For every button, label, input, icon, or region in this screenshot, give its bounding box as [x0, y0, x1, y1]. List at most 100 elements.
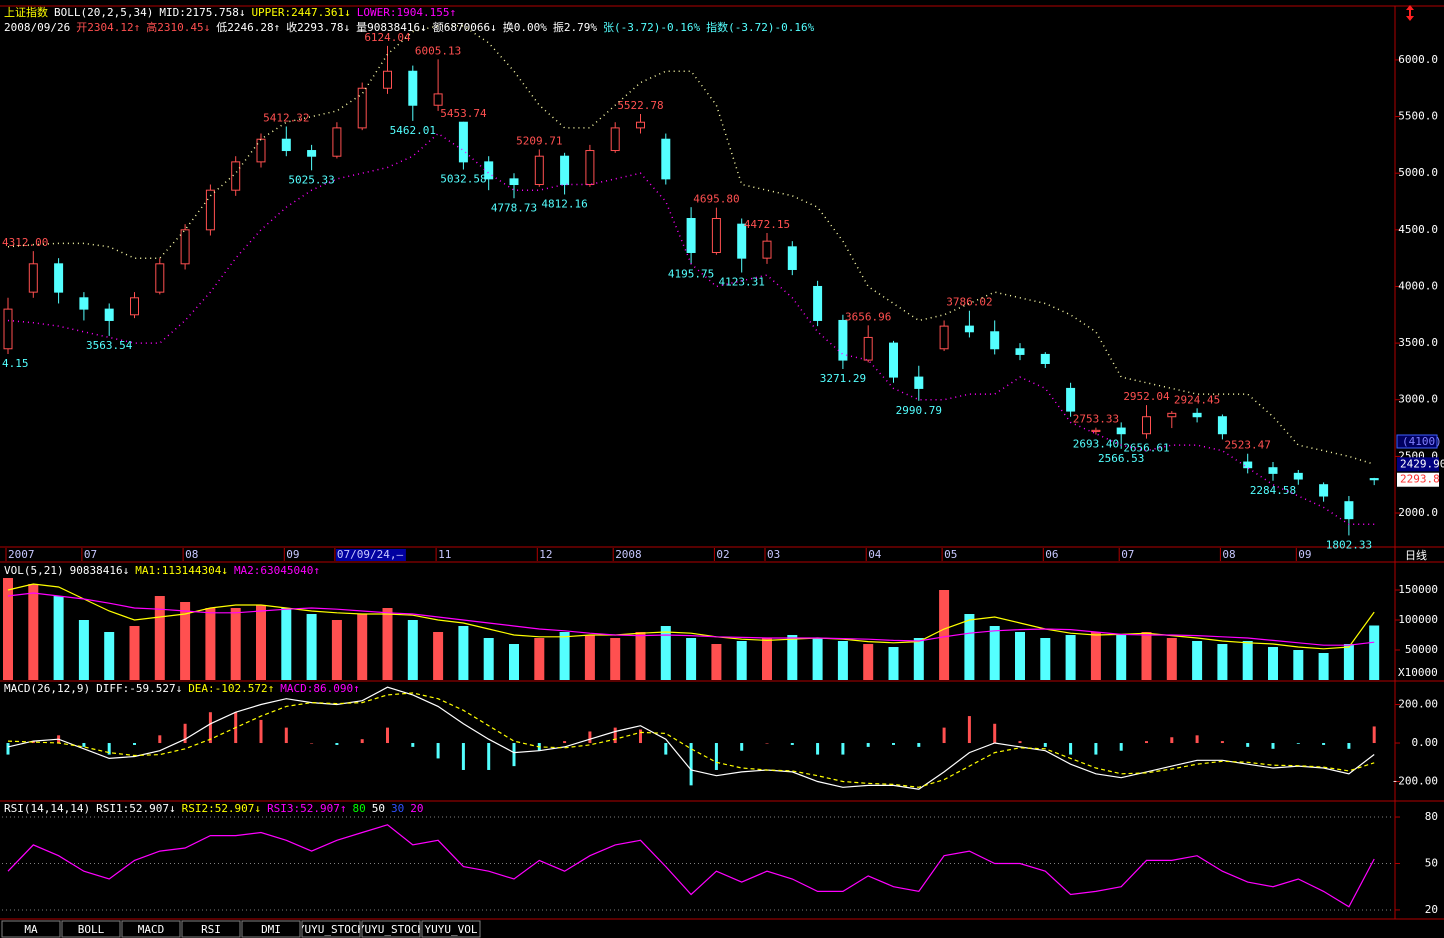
panel-header: VOL(5,21) 90838416↓ MA1:113144304↓ MA2:6304…: [4, 564, 320, 577]
tab-label: RSI: [201, 923, 221, 936]
bar: [689, 743, 693, 786]
candle-body: [939, 325, 949, 350]
bar: [816, 743, 820, 755]
bar: [1065, 635, 1076, 680]
tab-box: [361, 920, 421, 938]
x-tick-label: 07/09/24,—: [337, 548, 404, 561]
bar: [736, 641, 747, 680]
bar: [892, 743, 895, 745]
bar: [78, 620, 89, 680]
bar: [714, 743, 718, 770]
tab[interactable]: DMI: [241, 920, 301, 938]
bar: [208, 712, 212, 744]
header-item: MACD:86.090↑: [280, 682, 359, 695]
indicator-line: [7, 592, 1375, 646]
price-annotation: 4778.73: [491, 201, 537, 214]
tab[interactable]: RSI: [181, 920, 241, 938]
candle-body: [509, 178, 519, 186]
price-annotation: 5032.58: [440, 173, 486, 186]
panel-header: 2008/09/26 开2304.12↑ 高2310.45↓ 低2246.28↑ 收22…: [4, 20, 815, 34]
bar: [1192, 641, 1203, 680]
tab[interactable]: MA: [1, 920, 61, 938]
bar: [1090, 632, 1101, 680]
candle-body: [332, 127, 342, 157]
bar: [411, 743, 415, 747]
candle-body: [1116, 427, 1126, 435]
tab[interactable]: YUYU_STOCK: [358, 920, 425, 938]
bar: [1069, 743, 1073, 755]
header-item: 收2293.78↓: [286, 20, 350, 34]
price-annotation: 2523.47: [1225, 439, 1271, 452]
y-tick-label: 4500.0: [1398, 223, 1438, 236]
candle-body: [964, 325, 974, 333]
candle-body: [28, 263, 38, 293]
x-tick-label: 08: [185, 548, 198, 561]
candle-body: [1091, 429, 1101, 432]
x-tick-label: 2008: [615, 548, 642, 561]
x-tick-label: 08: [1222, 548, 1235, 561]
header-item: 振2.79%: [553, 20, 597, 34]
price-annotation: 2990.79: [896, 404, 942, 417]
bar: [335, 743, 339, 745]
bar: [461, 743, 465, 770]
tab[interactable]: YUYU_STOCK: [298, 920, 365, 938]
x-tick-label: 02: [716, 548, 729, 561]
right-value-label: 2293.8: [1400, 473, 1440, 486]
header-item: DIFF:-59.527↓: [96, 682, 182, 695]
bar: [82, 743, 86, 747]
bar: [863, 644, 874, 680]
panel-header: 上证指数 BOLL(20,2,5,34) MID:2175.758↓ UPPER:24…: [4, 5, 456, 19]
bar: [967, 716, 971, 744]
bar: [6, 743, 10, 755]
header-item: 开2304.12↑: [76, 21, 140, 34]
price-annotation: 5209.71: [516, 134, 562, 147]
x-tick-label: 11: [438, 548, 451, 561]
price-annotation: 3563.54: [86, 339, 133, 352]
price-annotation: 2952.04: [1123, 390, 1170, 403]
y-tick-label: 5000.0: [1398, 166, 1438, 179]
tab[interactable]: BOLL: [61, 920, 121, 938]
tab-box: [1, 920, 61, 938]
candle-body: [610, 127, 620, 152]
price-annotation: 5462.01: [390, 124, 436, 137]
y-tick-label: 0.00: [1412, 736, 1439, 749]
bar: [790, 743, 794, 745]
header-item: MID:2175.758↓: [159, 6, 245, 19]
price-annotation: 4695.80: [693, 193, 739, 206]
bar: [487, 743, 491, 770]
bar: [917, 743, 921, 747]
tab[interactable]: MACD: [121, 920, 181, 938]
candle-body: [661, 138, 671, 180]
bar: [1271, 743, 1275, 749]
candle-body: [79, 297, 89, 310]
y-tick-label: 100000: [1398, 613, 1438, 626]
bar: [588, 731, 592, 744]
bar: [837, 641, 848, 680]
frame: [0, 5, 1444, 920]
candle-body: [813, 285, 823, 321]
candle-body: [458, 121, 468, 163]
bar: [787, 635, 798, 680]
header-item: RSI2:52.907↓: [182, 802, 261, 815]
price-annotation: 3271.29: [820, 372, 866, 385]
header-item: 换0.00%: [503, 20, 547, 34]
bar: [1369, 625, 1380, 680]
candle-body: [762, 240, 772, 259]
bar: [1220, 741, 1224, 744]
bar: [1015, 632, 1025, 680]
header-item: 90838416↓: [70, 564, 130, 577]
bar: [563, 741, 567, 744]
header-item: BOLL(20,2,5,34): [54, 6, 153, 19]
candle-body: [256, 138, 266, 163]
tab[interactable]: YUYU_VOL: [421, 920, 481, 938]
price-annotation: 2753.33: [1073, 413, 1119, 426]
header-item: 上证指数: [4, 5, 48, 19]
resize-icon[interactable]: [1406, 5, 1414, 21]
header-item: MA2:63045040↑: [234, 564, 320, 577]
candle-body: [130, 297, 139, 316]
bar: [306, 614, 317, 680]
candle-body: [686, 218, 696, 253]
indicator-line: [7, 583, 1375, 650]
